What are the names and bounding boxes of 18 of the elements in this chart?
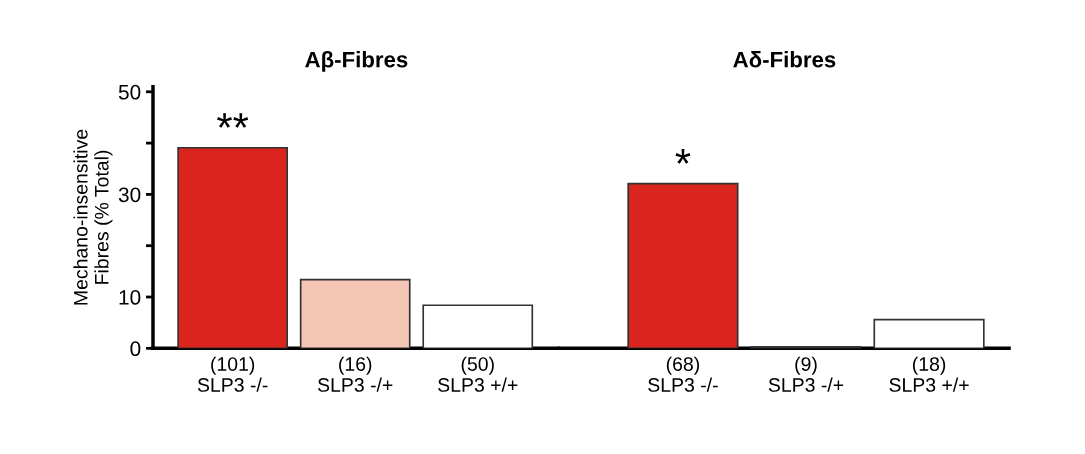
annotation: * bbox=[675, 149, 691, 164]
x-tick-label: (9) SLP3 -/+ bbox=[768, 356, 844, 392]
x-tick-label: (18) SLP3 +/+ bbox=[889, 356, 969, 392]
x-tick-label: (50) SLP3 +/+ bbox=[438, 356, 518, 392]
y-tick-label: 50 bbox=[118, 84, 141, 100]
x-tick-label: (101) SLP3 -/- bbox=[197, 356, 268, 392]
chart-title: Aβ-Fibres bbox=[305, 51, 408, 72]
bar bbox=[177, 146, 289, 349]
y-tick-label: 0 bbox=[130, 341, 141, 357]
chart-title: Aδ-Fibres bbox=[733, 51, 836, 68]
x-tick-label: (16) SLP3 -/+ bbox=[317, 356, 393, 392]
y-tick-label: 10 bbox=[119, 290, 141, 305]
bar bbox=[299, 278, 411, 349]
y-tick-label: 30 bbox=[118, 187, 141, 203]
y-axis-title: Mechano-insensitive Fibres (% Total) bbox=[73, 129, 113, 305]
bar bbox=[422, 304, 534, 349]
x-tick-label: (68) SLP3 -/- bbox=[648, 356, 718, 392]
annotation: ** bbox=[217, 113, 249, 128]
